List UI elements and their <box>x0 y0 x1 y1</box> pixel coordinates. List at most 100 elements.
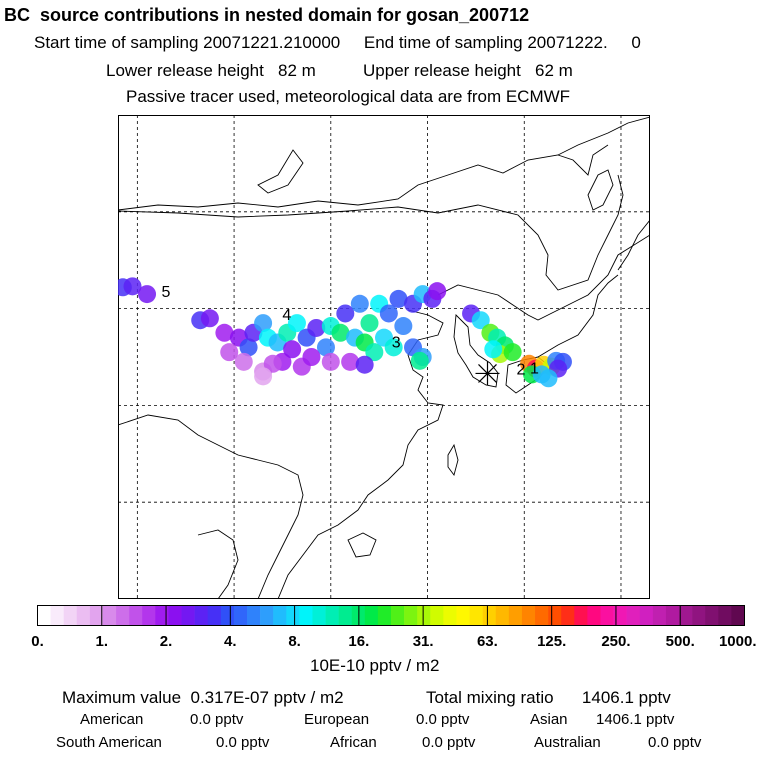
concentration-cell-16 <box>316 338 335 357</box>
colorbar: 0. 1. 2. 4. 8. 16. 31. 63. 125. 250. 500. 1000. <box>31 605 757 650</box>
colorbar-ticks: 0. 1. 2. 4. 8. 16. 31. 63. 125. 250. 500. 1000. <box>31 605 757 650</box>
colorbar-cell-51 <box>705 605 719 626</box>
colorbar-tick-label-4: 8. <box>288 633 301 650</box>
colorbar-cell-14 <box>220 605 235 626</box>
total-mixing-number: 1406.1 pptv <box>581 688 671 707</box>
colorbar-cell-39 <box>548 605 562 626</box>
colorbar-cell-53 <box>731 605 745 626</box>
colorbar-cells <box>37 605 745 626</box>
concentration-cell-29 <box>389 289 408 308</box>
colorbar-cell-29 <box>417 605 431 626</box>
region-african-name: African <box>330 734 377 751</box>
colorbar-tick-label-1: 1. <box>96 633 109 650</box>
colorbar-cell-12 <box>194 605 209 626</box>
concentration-cell-57 <box>503 343 522 362</box>
colorbar-cell-0 <box>37 605 51 626</box>
concentration-cell-1 <box>123 277 142 296</box>
total-mixing-label: Total mixing ratio <box>426 688 554 707</box>
region-european-value: 0.0 pptv <box>416 711 470 728</box>
concentration-cell-51 <box>471 311 490 330</box>
colorbar-cell-6 <box>116 605 130 626</box>
region-australian-value: 0.0 pptv <box>648 734 702 751</box>
concentration-cell-34 <box>428 282 447 301</box>
concentration-cell-42 <box>220 343 239 362</box>
max-value-label: Maximum value <box>62 688 182 707</box>
japan-hokkaido <box>617 219 650 271</box>
source-label-1: 1 <box>530 360 539 377</box>
source-contribution-map: 5 4 3 2 1 <box>118 115 650 599</box>
colorbar-cell-46 <box>639 605 654 626</box>
colorbar-cell-2 <box>63 605 78 626</box>
max-value-number: 0.317E-07 pptv / m2 <box>190 688 344 707</box>
colorbar-cell-8 <box>142 605 156 626</box>
chart-title: BC source contributions in nested domain… <box>4 5 530 25</box>
concentration-cell-45 <box>302 348 321 366</box>
colorbar-cell-50 <box>692 605 706 626</box>
concentration-cell-19 <box>336 304 355 323</box>
colorbar-cell-35 <box>495 605 510 626</box>
colorbar-tick-label-8: 125. <box>537 633 566 650</box>
concentration-cell-44 <box>263 354 282 373</box>
concentration-cell-28 <box>384 338 403 357</box>
source-label-3: 3 <box>392 334 401 351</box>
colorbar-cell-23 <box>338 605 353 626</box>
lake-baikal <box>257 149 304 194</box>
japan-honshu <box>537 274 619 358</box>
concentration-cell-5 <box>215 323 234 342</box>
concentration-cell-37 <box>410 351 429 370</box>
source-label-4: 4 <box>282 307 291 324</box>
concentration-cell-56 <box>484 340 503 359</box>
colorbar-cell-4 <box>89 605 104 626</box>
region-european-name: European <box>304 711 370 728</box>
region-asian-value: 1406.1 pptv <box>596 711 675 728</box>
colorbar-cell-27 <box>391 605 405 626</box>
korean-peninsula <box>453 314 499 388</box>
concentration-cell-41 <box>234 352 253 371</box>
colorbar-tick-label-0: 0. <box>31 633 44 650</box>
region-australian-name: Australian <box>534 734 601 751</box>
colorbar-cell-45 <box>626 605 641 626</box>
colorbar-cell-36 <box>508 605 523 626</box>
colorbar-tick-label-11: 1000. <box>719 633 757 650</box>
northern-boundary <box>118 116 650 211</box>
colorbar-cell-10 <box>168 605 182 626</box>
colorbar-cell-7 <box>129 605 143 626</box>
colorbar-cell-42 <box>587 605 601 626</box>
colorbar-cell-37 <box>521 605 536 626</box>
colorbar-cell-30 <box>430 605 444 626</box>
lower-height-value: 82 m <box>278 61 316 80</box>
colorbar-cell-32 <box>456 605 470 626</box>
region-south-american-name: South American <box>56 734 162 751</box>
colorbar-units: 10E-10 pptv / m2 <box>310 656 440 675</box>
colorbar-cell-31 <box>443 605 457 626</box>
lower-height-label: Lower release height <box>106 61 264 80</box>
colorbar-cell-41 <box>574 605 588 626</box>
receptor-marker <box>475 361 500 386</box>
colorbar-cell-13 <box>207 605 222 626</box>
colorbar-cell-3 <box>76 605 91 626</box>
colorbar-tick-label-6: 31. <box>413 633 434 650</box>
colorbar-tick-label-5: 16. <box>348 633 369 650</box>
concentration-cell-49 <box>283 340 302 359</box>
sakhalin-island <box>587 169 614 211</box>
tracer-note: Passive tracer used, meteorological data… <box>126 87 571 106</box>
upper-height-value: 62 m <box>535 61 573 80</box>
colorbar-cell-47 <box>652 605 667 626</box>
colorbar-cell-17 <box>260 605 274 626</box>
colorbar-cell-5 <box>102 605 117 626</box>
source-label-2: 2 <box>517 361 526 378</box>
colorbar-cell-9 <box>155 605 169 626</box>
mongolia-border <box>118 174 624 291</box>
concentration-cell-18 <box>331 323 350 342</box>
colorbar-cell-49 <box>679 605 693 626</box>
colorbar-cell-11 <box>181 605 195 626</box>
concentration-cell-21 <box>350 294 369 313</box>
concentration-cell-7 <box>239 338 258 357</box>
concentration-cell-13 <box>287 314 306 333</box>
colorbar-cell-25 <box>364 605 379 626</box>
concentration-cell-4 <box>200 309 219 328</box>
colorbar-cell-16 <box>246 605 261 626</box>
colorbar-tick-label-9: 250. <box>601 633 630 650</box>
source-labels: 5 4 3 2 1 <box>162 284 540 378</box>
region-south-american-value: 0.0 pptv <box>216 734 270 751</box>
